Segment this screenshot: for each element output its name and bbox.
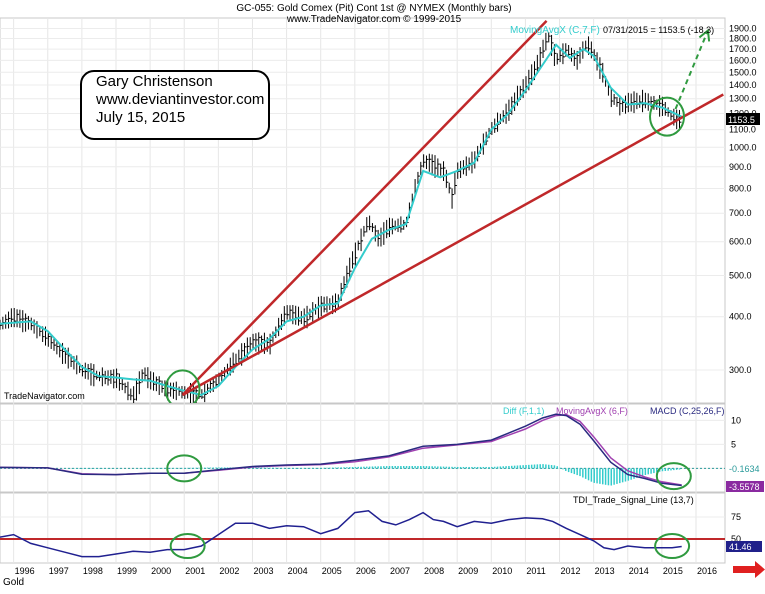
year-tick-label: 1998 [83, 566, 103, 576]
watermark: TradeNavigator.com [4, 391, 85, 401]
year-tick-label: 2007 [390, 566, 410, 576]
chart-title: GC-055: Gold Comex (Pit) Cont 1st @ NYME… [236, 3, 511, 14]
highlight-circle [164, 369, 201, 403]
highlight-circle [655, 462, 692, 491]
price-tick-label: 1900.0 [729, 24, 757, 34]
price-tick-label: 1000.0 [729, 142, 757, 152]
price-tick-label: 600.0 [729, 237, 752, 247]
year-tick-label: 2015 [663, 566, 683, 576]
projection-arrow-line [674, 30, 709, 110]
macd-tick-label: 10 [731, 415, 741, 425]
year-tick-label: 2008 [424, 566, 444, 576]
year-tick-label: 2011 [526, 566, 545, 576]
author-website: www.deviantinvestor.com [96, 91, 265, 108]
year-tick-label: 2010 [492, 566, 512, 576]
price-tick-label: 300.0 [729, 365, 752, 375]
highlight-circle [649, 96, 685, 137]
last-value-label: 07/31/2015 = 1153.5 (-18.3) [603, 25, 714, 35]
year-tick-label: 2012 [561, 566, 581, 576]
year-tick-label: 2009 [458, 566, 478, 576]
price-tick-label: 500.0 [729, 270, 752, 280]
axis-labels: 1996 1997 1998 1999 2000 2001 2002 2003 2004 2005… [15, 24, 757, 576]
author-name: Gary Christenson [96, 73, 213, 90]
trendline [181, 20, 548, 396]
price-tick-label: 1400.0 [729, 80, 757, 90]
highlight-circle [166, 454, 203, 483]
macd-line [0, 413, 682, 487]
tdi-pane [0, 492, 726, 564]
price-tick-label: 700.0 [729, 208, 752, 218]
price-overlays [0, 20, 724, 403]
price-tick-label: 1100.0 [729, 125, 756, 135]
year-tick-label: 2013 [595, 566, 615, 576]
tdi-legend: TDI_Trade_Signal_Line (13,7) [573, 495, 694, 505]
tdi-tag: 41.46 [726, 541, 762, 552]
price-tick-label: 1600.0 [729, 55, 757, 65]
price-tag: 1153.5 [726, 113, 760, 125]
tdi-line [0, 510, 682, 558]
scroll-right-arrow-icon[interactable] [733, 561, 765, 578]
chart-subtitle: www.TradeNavigator.com © 1999-2015 [286, 14, 462, 25]
symbol-label: Gold [3, 577, 24, 588]
macd-tag-2: -3.5578 [726, 481, 764, 492]
year-tick-label: 2002 [219, 566, 239, 576]
price-tick-label: 900.0 [729, 162, 752, 172]
tdi-tick-label: 75 [731, 512, 741, 522]
macd-series [0, 413, 725, 491]
note-date: July 15, 2015 [96, 109, 186, 126]
year-tick-label: 1997 [49, 566, 69, 576]
macd-tag-2-text: -3.5578 [729, 482, 760, 492]
price-tick-label: 1300.0 [729, 94, 757, 104]
tdi-tag-text: 41.46 [729, 542, 752, 552]
price-tag-text: 1153.5 [728, 115, 755, 125]
macd-legend: MACD (C,25,26,F) [650, 406, 725, 416]
highlight-circle [654, 533, 691, 560]
diff-legend: Diff (F,1,1) [503, 406, 544, 416]
ma6-legend: MovingAvgX (6,F) [556, 406, 628, 416]
macd-tick-label: 5 [731, 439, 736, 449]
year-tick-label: 2004 [288, 566, 308, 576]
ma-legend: MovingAvgX (C,7,F) [510, 25, 600, 36]
macd-tag-1: -0.1634 [729, 464, 760, 474]
tdi-tick-label: 50 [731, 534, 741, 544]
year-tick-label: 1999 [117, 566, 137, 576]
year-tick-label: 2000 [151, 566, 171, 576]
moving-average-line [0, 43, 683, 397]
trendline [181, 93, 724, 397]
author-note: Gary Christenson www.deviantinvestor.com… [80, 70, 270, 140]
year-tick-label: 1996 [15, 566, 35, 576]
year-tick-label: 2006 [356, 566, 376, 576]
price-pane [0, 17, 726, 404]
projection-arrow-head [698, 28, 711, 42]
price-tick-label: 800.0 [729, 184, 752, 194]
price-tick-label: 400.0 [729, 312, 752, 322]
highlight-circle [169, 533, 206, 560]
price-tick-label: 1800.0 [729, 34, 757, 44]
macd-tag-1-text: -0.1634 [729, 464, 760, 474]
tdi-series [0, 510, 725, 560]
year-tick-label: 2001 [185, 566, 205, 576]
year-tick-label: 2003 [253, 566, 273, 576]
year-tick-label: 2005 [322, 566, 342, 576]
price-tick-label: 1500.0 [729, 67, 757, 77]
macd-pane [0, 403, 726, 493]
year-tick-label: 2016 [697, 566, 717, 576]
year-tick-label: 2014 [629, 566, 649, 576]
price-tick-label: 1700.0 [729, 44, 757, 54]
